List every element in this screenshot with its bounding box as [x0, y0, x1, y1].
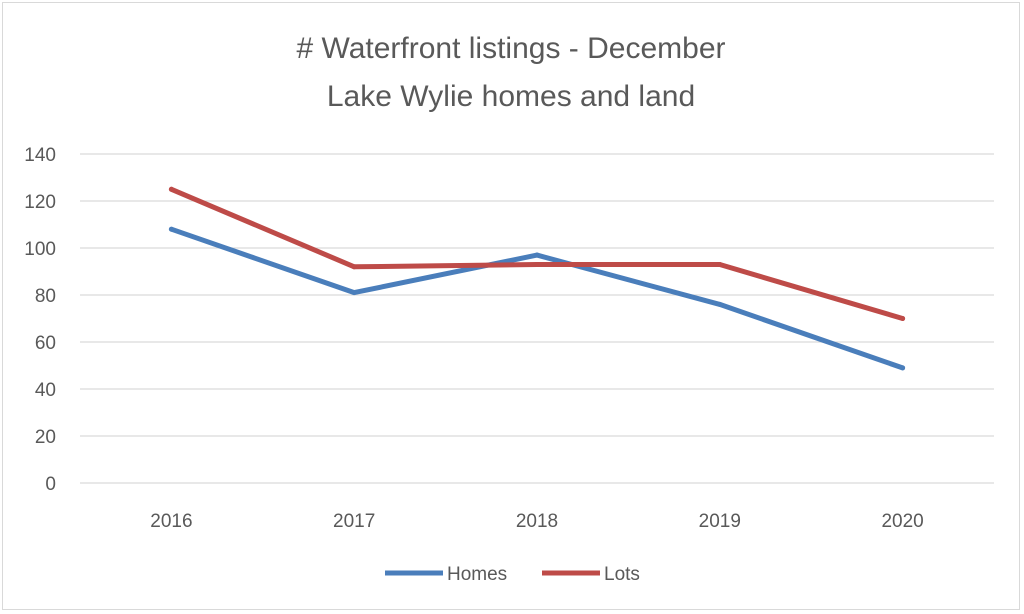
- y-tick-label: 120: [24, 192, 56, 213]
- y-tick-label: 100: [24, 239, 56, 260]
- y-tick-label: 60: [35, 333, 56, 354]
- series-lines: [168, 186, 906, 371]
- y-tick-label: 40: [35, 380, 56, 401]
- x-tick-label: 2019: [699, 511, 741, 532]
- gridlines: [80, 153, 994, 484]
- x-tick-label: 2016: [150, 511, 192, 532]
- x-tick-label: 2018: [516, 511, 558, 532]
- x-tick-label: 2017: [333, 511, 375, 532]
- x-tick-label: 2020: [881, 511, 923, 532]
- x-axis-ticks: 2016 2017 2018 2019 2020: [150, 511, 923, 532]
- data-point-homes: [900, 365, 906, 371]
- chart-title: # Waterfront listings - December: [296, 32, 725, 65]
- data-point-lots: [534, 261, 540, 267]
- data-point-lots: [900, 316, 906, 321]
- data-point-homes: [717, 301, 723, 307]
- legend-label-homes: Homes: [447, 564, 507, 585]
- data-point-lots: [168, 186, 174, 192]
- y-tick-label: 0: [45, 474, 56, 495]
- data-point-lots: [351, 264, 357, 270]
- data-point-homes: [168, 226, 174, 232]
- y-tick-label: 140: [24, 145, 56, 166]
- legend-label-lots: Lots: [604, 564, 640, 585]
- y-axis-ticks: 0 20 40 60 80 100 120 140: [24, 145, 56, 495]
- legend: Homes Lots: [385, 564, 640, 585]
- data-point-homes: [351, 290, 357, 296]
- y-tick-label: 20: [35, 427, 56, 448]
- y-tick-label: 80: [35, 286, 56, 307]
- series-line-homes: [168, 226, 906, 371]
- data-point-lots: [717, 261, 723, 267]
- data-point-homes: [534, 252, 540, 258]
- chart-subtitle: Lake Wylie homes and land: [327, 80, 695, 113]
